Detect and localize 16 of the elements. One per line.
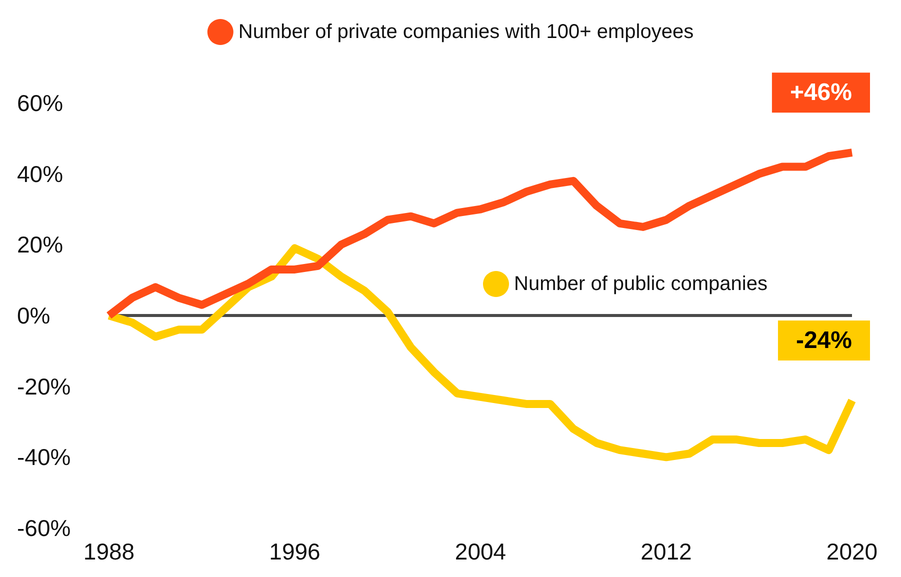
y-tick-label: -60% (17, 515, 71, 541)
x-tick-label: 1996 (269, 538, 320, 564)
y-tick-label: 20% (17, 232, 64, 258)
legend-label: Number of public companies (514, 273, 768, 295)
y-tick-label: 40% (17, 160, 64, 187)
x-tick-label: 1988 (83, 538, 135, 564)
y-tick-label: 60% (17, 90, 64, 116)
x-tick-label: 2020 (826, 538, 878, 564)
y-tick-label: -20% (17, 373, 71, 400)
legend-label: Number of private companies with 100+ employees (238, 21, 694, 43)
annotation: +46% (790, 79, 852, 106)
x-tick-label: 2012 (640, 538, 692, 564)
y-tick-label: -40% (17, 444, 71, 470)
y-tick-label: 0% (17, 302, 50, 328)
annotation: -24% (796, 327, 852, 354)
x-tick-label: 2004 (454, 538, 506, 564)
